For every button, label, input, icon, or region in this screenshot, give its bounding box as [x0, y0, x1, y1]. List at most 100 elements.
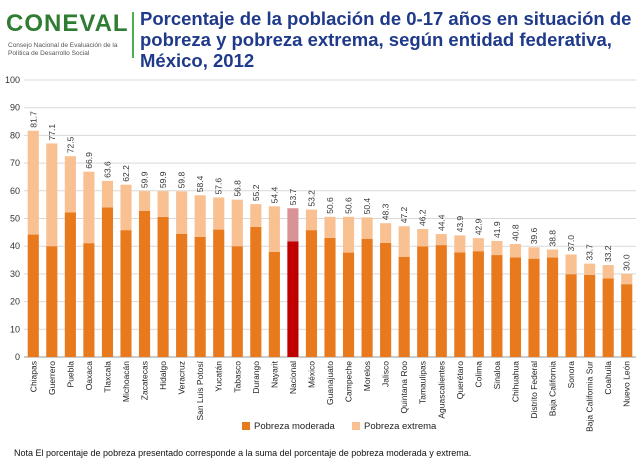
total-data-label: 38.8 [548, 230, 558, 247]
bar-pobreza-moderada [472, 251, 484, 357]
total-data-label: 55.2 [251, 184, 261, 201]
legend-swatch-moderada [242, 422, 250, 430]
x-tick-label: Yucatán [214, 361, 224, 392]
bar-pobreza-extrema [176, 191, 188, 234]
x-tick-label: Veracruz [177, 361, 187, 395]
x-tick-label: Durango [251, 361, 261, 394]
bar-pobreza-moderada [157, 216, 169, 357]
total-data-label: 39.6 [529, 227, 539, 244]
bar-pobreza-moderada [398, 256, 410, 357]
bar-pobreza-extrema [194, 195, 206, 237]
total-data-label: 53.7 [288, 188, 298, 205]
x-tick-label: San Luis Potosí [195, 360, 205, 420]
bar-pobreza-moderada [380, 242, 392, 357]
bar-pobreza-moderada [250, 226, 262, 357]
bar-pobreza-moderada [565, 274, 577, 357]
bar-pobreza-extrema [250, 204, 262, 227]
chart-title: Porcentaje de la población de 0-17 años … [140, 8, 632, 71]
x-tick-label: Sonora [566, 361, 576, 389]
bar-pobreza-moderada [83, 243, 95, 357]
coneval-logo: CONEVAL Consejo Nacional de Evaluación d… [6, 10, 128, 64]
bar-pobreza-moderada [268, 251, 280, 357]
y-tick-label: 80 [10, 130, 20, 140]
bar-pobreza-extrema [509, 243, 522, 258]
bar-pobreza-extrema [324, 216, 336, 238]
bar-pobreza-moderada [342, 252, 355, 357]
bar-pobreza-extrema [83, 171, 95, 244]
total-data-label: 57.6 [214, 178, 224, 195]
bar-pobreza-moderada [27, 234, 39, 357]
logo-text: CONEVAL [6, 10, 129, 37]
bar-pobreza-extrema [546, 249, 559, 258]
total-data-label: 63.6 [102, 161, 112, 178]
y-tick-label: 100 [5, 75, 20, 85]
bar-pobreza-moderada [194, 236, 206, 357]
legend-swatch-extrema [352, 422, 360, 430]
y-tick-label: 60 [10, 186, 20, 196]
x-tick-label: Baja California Sur [585, 361, 595, 432]
x-tick-label: Campeche [344, 361, 354, 402]
footnote: Nota El porcentaje de pobreza presentado… [14, 448, 472, 458]
total-data-label: 58.4 [195, 175, 205, 192]
bar-pobreza-moderada [46, 246, 58, 357]
bar-pobreza-moderada [621, 284, 633, 357]
total-data-label: 37.0 [566, 235, 576, 252]
bar-pobreza-extrema [213, 197, 225, 230]
x-tick-label: Chihuahua [510, 361, 520, 402]
x-tick-label: Baja California [548, 361, 558, 417]
bar-pobreza-moderada [528, 258, 540, 357]
total-data-label: 59.9 [140, 171, 150, 188]
bar-pobreza-extrema [138, 191, 151, 211]
total-data-label: 50.4 [362, 198, 372, 215]
total-data-label: 41.9 [492, 221, 502, 238]
bar-pobreza-extrema [454, 235, 466, 253]
bar-pobreza-moderada [305, 230, 318, 357]
total-data-label: 72.5 [65, 136, 75, 153]
bar-pobreza-extrema [231, 199, 243, 247]
bar-pobreza-extrema [101, 180, 114, 208]
total-data-label: 53.2 [306, 190, 316, 207]
bar-pobreza-extrema [120, 184, 132, 231]
y-tick-label: 40 [10, 241, 20, 251]
x-tick-label: Tlaxcala [102, 361, 112, 393]
bar-pobreza-moderada [176, 233, 188, 357]
bar-pobreza-extrema [472, 238, 484, 252]
bar-pobreza-moderada [120, 230, 132, 357]
bar-pobreza-moderada [454, 252, 466, 357]
bar-pobreza-moderada [324, 237, 336, 357]
total-data-label: 43.9 [455, 216, 465, 233]
bar-pobreza-moderada [231, 246, 243, 357]
total-data-label: 59.9 [158, 171, 168, 188]
total-data-label: 33.7 [585, 244, 595, 261]
header: CONEVAL Consejo Nacional de Evaluación d… [0, 0, 640, 72]
bar-pobreza-moderada [213, 229, 225, 357]
total-data-label: 42.9 [473, 218, 483, 235]
bar-pobreza-moderada [509, 257, 522, 357]
x-tick-label: México [306, 361, 316, 388]
bar-pobreza-extrema [46, 143, 58, 247]
bar-pobreza-extrema [380, 223, 392, 243]
x-tick-label: Tabasco [232, 361, 242, 393]
total-data-label: 47.2 [399, 206, 409, 223]
x-tick-label: Jalisco [381, 361, 391, 387]
x-tick-label: Sinaloa [492, 361, 502, 390]
bar-pobreza-moderada [101, 207, 114, 357]
bar-pobreza-moderada [64, 212, 76, 357]
y-tick-label: 20 [10, 297, 20, 307]
y-tick-label: 50 [10, 214, 20, 224]
bar-pobreza-extrema [565, 254, 577, 275]
y-tick-label: 10 [10, 324, 20, 334]
total-data-label: 66.9 [84, 152, 94, 169]
legend-label-moderada: Pobreza moderada [254, 421, 336, 432]
bar-pobreza-moderada [417, 246, 429, 357]
stacked-bar-chart: 0 10 20 30 40 50 60 70 80 90 100 81.7 Chiapas 77.1 Gue… [5, 75, 636, 432]
y-tick-label: 0 [15, 352, 20, 362]
x-tick-label: Colima [473, 361, 483, 388]
bar-pobreza-extrema [64, 156, 76, 213]
total-data-label: 44.4 [436, 214, 446, 231]
bar-pobreza-extrema [27, 130, 39, 235]
x-tick-label: Michoacán [121, 361, 131, 402]
x-tick-label: Aguascalientes [436, 361, 446, 419]
bar-pobreza-extrema [342, 216, 355, 253]
bar-pobreza-extrema [268, 206, 280, 252]
